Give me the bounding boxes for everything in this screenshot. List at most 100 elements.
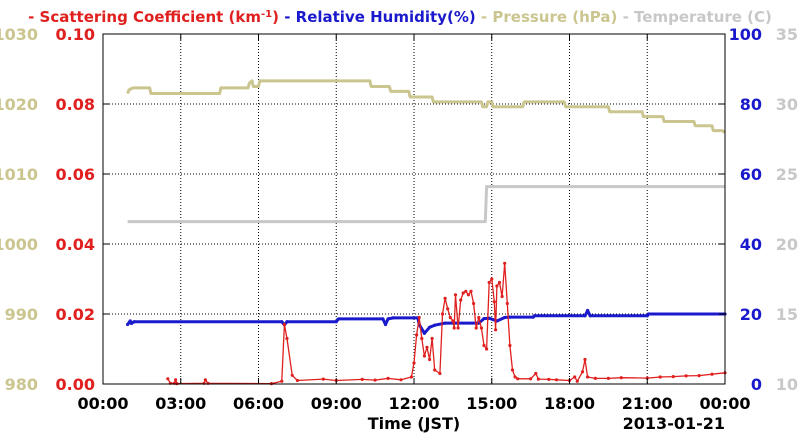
series-scattering-coefficient-point <box>399 378 403 382</box>
series-scattering-coefficient-point <box>412 361 416 365</box>
series-scattering-coefficient-point <box>409 375 413 379</box>
series-scattering-coefficient-point <box>373 378 377 382</box>
series-scattering-coefficient-point <box>430 336 434 341</box>
series-relative-humidity-point <box>428 325 432 329</box>
series-scattering-coefficient-point <box>671 375 675 379</box>
temperature-tick-label: 15 <box>776 305 798 324</box>
scattering-tick-label: 0.06 <box>56 165 95 184</box>
x-axis-label: Time (JST) <box>368 414 461 433</box>
series-scattering-coefficient-point <box>295 378 299 383</box>
series-pressure-hpa-line <box>126 79 726 134</box>
series-scattering-coefficient-point <box>466 293 470 297</box>
pressure-tick-label: 1000 <box>0 235 38 254</box>
x-tick-label: 06:00 <box>233 394 284 413</box>
series-scattering-coefficient-point <box>510 368 515 372</box>
series-scattering-coefficient-point <box>425 345 429 349</box>
series-scattering-coefficient-point <box>485 347 489 351</box>
series-scattering-coefficient-point <box>453 293 458 297</box>
series-scattering-coefficient-point <box>440 312 445 316</box>
series-scattering-coefficient-point <box>448 315 452 320</box>
legend-entry: - Scattering Coefficient (km <box>28 8 261 26</box>
series-scattering-coefficient-point <box>606 376 611 380</box>
series-relative-humidity-point <box>383 322 388 327</box>
series-scattering-coefficient-point <box>547 377 551 381</box>
legend-text: - Scattering Coefficient (km-1) - Relati… <box>28 8 772 26</box>
series-relative-humidity-point <box>508 315 512 319</box>
series-scattering-coefficient-point <box>482 343 486 348</box>
series-relative-humidity-point <box>126 322 130 327</box>
x-tick-label: 15:00 <box>466 394 517 413</box>
series-scattering-coefficient-point <box>658 375 662 379</box>
series-scattering-coefficient-point <box>487 280 491 285</box>
humidity-tick-label: 0 <box>751 375 762 394</box>
scattering-tick-label: 0.00 <box>56 375 95 394</box>
series-relative-humidity-point <box>381 317 385 321</box>
series-relative-humidity-point <box>285 320 289 324</box>
series-scattering-coefficient-point <box>174 378 178 382</box>
x-tick-label: 03:00 <box>155 394 206 413</box>
x-tick-label: 12:00 <box>389 394 440 413</box>
series-scattering-coefficient-point <box>461 291 465 295</box>
series-scattering-coefficient-point <box>285 336 289 341</box>
series-relative-humidity-point <box>586 308 590 313</box>
series-scattering-coefficient-point <box>529 377 533 381</box>
x-tick-label: 21:00 <box>622 394 673 413</box>
pressure-tick-label: 1020 <box>0 95 38 114</box>
series-relative-humidity-point <box>503 315 507 320</box>
series-scattering-coefficient-point <box>580 370 585 374</box>
gridlines <box>103 34 725 384</box>
series-relative-humidity-line <box>126 309 725 335</box>
series-scattering-coefficient-point <box>420 336 424 341</box>
series-scattering-coefficient-point <box>417 315 421 320</box>
series-scattering-coefficient-point <box>619 376 623 380</box>
temperature-tick-label: 25 <box>776 165 798 184</box>
series-scattering-coefficient-point <box>459 298 463 302</box>
series-relative-humidity-point <box>128 319 132 323</box>
series-scattering-coefficient-point <box>203 378 207 382</box>
series-relative-humidity-point <box>386 317 390 321</box>
series-scattering-coefficient-point <box>497 280 502 285</box>
scattering-tick-label: 0.08 <box>56 95 95 114</box>
legend-entry: - Pressure (hPa) <box>476 8 618 26</box>
series-scattering-coefficient-point <box>438 371 442 376</box>
pressure-tick-label: 980 <box>5 375 38 394</box>
axis-ticks: 00:00 03:00 06:00 09:00 12:00 15:00 18:00 21:00… <box>0 25 798 413</box>
series-relative-humidity-point <box>532 314 537 318</box>
series-relative-humidity-point <box>337 317 341 321</box>
series-scattering-coefficient-point <box>508 343 512 348</box>
temperature-tick-label: 35 <box>776 25 798 44</box>
series-scattering-coefficient-point <box>290 373 294 377</box>
series-relative-humidity-point <box>422 331 426 335</box>
legend-entry: - Temperature ( <box>617 8 754 26</box>
series-scattering-coefficient-point <box>321 377 325 381</box>
series-scattering-coefficient-point <box>513 375 517 379</box>
series-scattering-coefficient-point <box>456 326 460 330</box>
series-relative-humidity-point <box>391 316 395 320</box>
series-scattering-coefficient-point <box>443 296 447 300</box>
series-scattering-coefficient-point <box>464 289 468 293</box>
pressure-tick-label: 1030 <box>0 25 38 44</box>
legend-entry-suffix: ) <box>272 8 279 26</box>
legend-entry: - Relative Humidity(%) <box>279 8 476 26</box>
series-scattering-coefficient-point <box>474 326 478 330</box>
scattering-tick-label: 0.04 <box>56 235 95 254</box>
humidity-tick-label: 60 <box>740 165 762 184</box>
series-scattering-coefficient-point <box>469 289 473 293</box>
legend-superscript: -1 <box>261 9 272 20</box>
series-scattering-coefficient-point <box>495 284 499 288</box>
series-relative-humidity-point <box>132 320 136 324</box>
x-tick-label: 00:00 <box>78 394 129 413</box>
series-scattering-coefficient-point <box>282 322 286 327</box>
series-scattering-coefficient-point <box>422 354 426 358</box>
series-scattering-coefficient-point <box>490 277 494 281</box>
series-relative-humidity-point <box>482 317 486 321</box>
temperature-tick-label: 10 <box>776 375 798 394</box>
series-scattering-coefficient-point <box>428 357 432 362</box>
scattering-tick-label: 0.02 <box>56 305 95 324</box>
series-scattering-coefficient-point <box>386 376 390 380</box>
series-scattering-coefficient-point <box>583 357 587 362</box>
x-tick-label: 09:00 <box>311 394 362 413</box>
humidity-tick-label: 40 <box>740 235 762 254</box>
series-scattering-coefficient-point <box>503 261 507 265</box>
series-scattering-coefficient-point <box>536 377 541 381</box>
